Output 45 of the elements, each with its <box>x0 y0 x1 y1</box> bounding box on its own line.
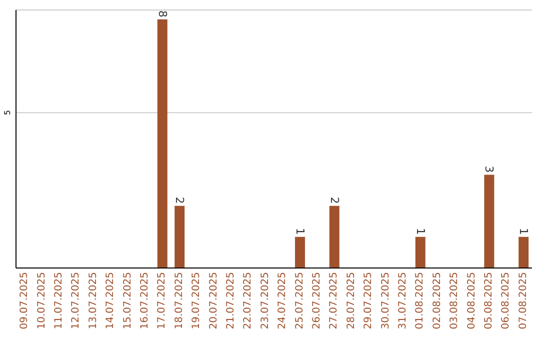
x-tick-label: 28.07.2025 <box>346 272 357 330</box>
bar <box>294 236 305 268</box>
bar <box>518 236 529 268</box>
y-tick-label: 5 <box>3 110 12 116</box>
x-tick-label: 21.07.2025 <box>226 272 236 330</box>
x-tick-label: 01.08.2025 <box>414 272 426 330</box>
bar <box>157 19 168 268</box>
x-tick-label: 02.08.2025 <box>432 272 443 330</box>
x-tick-label: 13.07.2025 <box>88 272 99 330</box>
x-tick-label: 19.07.2025 <box>191 272 202 330</box>
x-tick-label: 16.07.2025 <box>140 272 150 330</box>
x-tick-label: 03.08.2025 <box>449 272 460 330</box>
data-label: 2 <box>328 196 341 204</box>
x-tick-label: 09.07.2025 <box>19 272 30 330</box>
data-label: 1 <box>414 228 427 235</box>
x-tick-label: 04.08.2025 <box>466 272 478 330</box>
data-label: 1 <box>517 228 530 235</box>
x-tick-label: 27.07.2025 <box>328 272 340 330</box>
bar <box>484 174 494 268</box>
x-tick-label: 25.07.2025 <box>294 272 306 330</box>
x-tick-label: 05.08.2025 <box>484 272 494 330</box>
x-tick-label: 07.08.2025 <box>518 272 529 330</box>
x-tick-label: 12.07.2025 <box>70 272 82 330</box>
data-label: 8 <box>156 10 169 18</box>
data-label: 1 <box>293 228 306 235</box>
data-label: 3 <box>482 166 496 173</box>
x-tick-label: 11.07.2025 <box>54 272 64 330</box>
x-tick-label: 22.07.2025 <box>242 272 254 330</box>
x-tick-label: 30.07.2025 <box>380 272 392 330</box>
x-tick-label: 31.07.2025 <box>398 272 408 330</box>
x-tick-label: 29.07.2025 <box>363 272 374 330</box>
x-tick-label: 18.07.2025 <box>174 272 185 330</box>
x-tick-label: 23.07.2025 <box>260 272 271 330</box>
bar <box>329 206 340 268</box>
x-tick-label: 20.07.2025 <box>208 272 220 330</box>
x-tick-label: 24.07.2025 <box>277 272 288 330</box>
x-tick-label: 14.07.2025 <box>105 272 116 330</box>
data-label: 2 <box>173 196 186 204</box>
x-tick-label: 17.07.2025 <box>156 272 168 330</box>
bar <box>174 206 185 268</box>
bar <box>415 236 426 268</box>
x-tick-label: 10.07.2025 <box>36 272 48 330</box>
x-tick-label: 15.07.2025 <box>122 272 134 330</box>
x-tick-label: 26.07.2025 <box>312 272 322 330</box>
x-tick-label: 06.08.2025 <box>500 272 512 330</box>
